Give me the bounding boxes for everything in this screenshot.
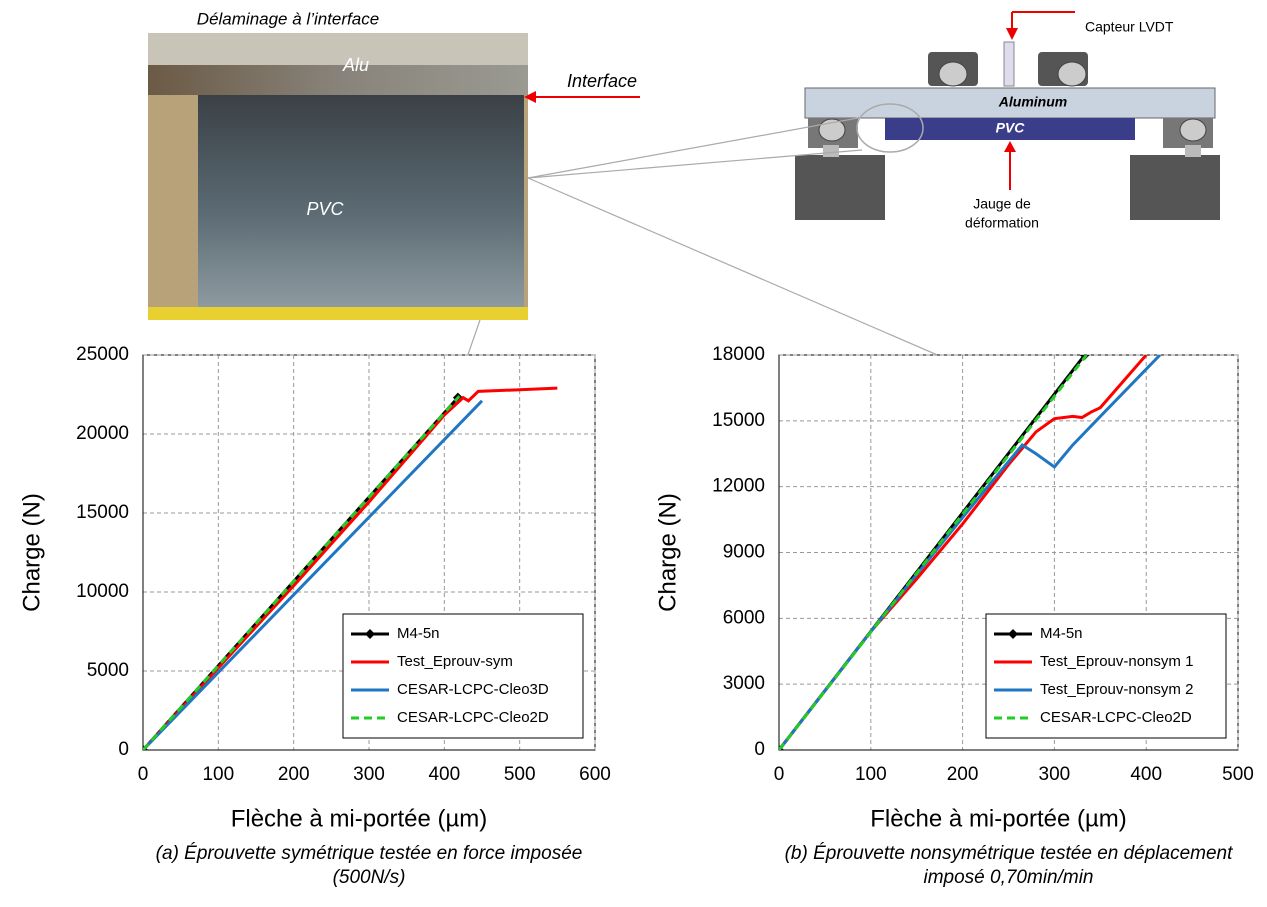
photo-pvc: [198, 95, 524, 307]
x-tick-label: 200: [947, 764, 979, 785]
x-tick-label: 400: [1130, 764, 1162, 785]
connector: [527, 117, 859, 179]
x-tick-label: 200: [278, 764, 310, 785]
x-tick-label: 500: [504, 764, 536, 785]
x-axis-title: Flèche à mi-portée (µm): [231, 805, 488, 832]
x-tick-label: 0: [774, 764, 785, 785]
x-axis-title: Flèche à mi-portée (µm): [870, 805, 1127, 832]
roller: [938, 61, 968, 87]
plot-lines: [779, 355, 1162, 750]
pin: [1185, 145, 1201, 157]
photo-label: Alu: [342, 55, 369, 75]
x-tick-label: 500: [1222, 764, 1254, 785]
y-tick-label: 15000: [76, 502, 129, 523]
arrow-head: [1004, 141, 1016, 152]
diagram-label: Jauge de: [973, 196, 1031, 212]
legend-marker: [1008, 629, 1018, 639]
x-tick-label: 300: [353, 764, 385, 785]
legend-label: M4-5n: [397, 625, 440, 642]
photo-alu: [148, 65, 528, 95]
y-tick-label: 0: [118, 739, 129, 760]
legend-label: CESAR-LCPC-Cleo3D: [397, 681, 549, 698]
series-line: [143, 386, 558, 750]
diagram-label: déformation: [965, 215, 1039, 231]
y-tick-label: 15000: [712, 410, 765, 431]
roller: [1057, 61, 1087, 87]
diagram-label: PVC: [996, 120, 1026, 136]
connector: [527, 149, 863, 179]
photo-bottom: [148, 307, 528, 320]
arrow-head: [524, 91, 536, 103]
photo-label: PVC: [306, 199, 344, 219]
legend-label: CESAR-LCPC-Cleo2D: [1040, 709, 1192, 726]
y-tick-label: 0: [754, 739, 765, 760]
charts: 0 100 200 300 400 500 600050001000015000200002…: [18, 344, 1254, 888]
series-line: [779, 355, 1148, 750]
plot-lines: [143, 386, 558, 750]
lvdt: [1003, 41, 1015, 87]
x-tick-label: 600: [579, 764, 611, 785]
y-tick-label: 25000: [76, 344, 129, 365]
legend-label: Test_Eprouv-nonsym 2: [1040, 681, 1193, 698]
y-tick-label: 18000: [712, 344, 765, 365]
diagram-label: Aluminum: [998, 94, 1067, 110]
x-tick-label: 100: [202, 764, 234, 785]
y-axis-title: Charge (N): [654, 493, 681, 612]
caption-box: (a) Éprouvette symétrique testée en forc…: [155, 843, 583, 888]
legend-label: CESAR-LCPC-Cleo2D: [397, 709, 549, 726]
y-axis-title: Charge (N): [18, 493, 45, 612]
legend-label: M4-5n: [1040, 625, 1083, 642]
beam: [804, 87, 1216, 119]
zoom-circle: [856, 103, 924, 153]
photo-top: [148, 33, 528, 65]
block: [795, 155, 885, 220]
y-tick-label: 12000: [712, 476, 765, 497]
series-line: [779, 355, 1088, 750]
pvc-layer: [885, 118, 1135, 140]
x-tick-label: 100: [855, 764, 887, 785]
legend-label: Test_Eprouv-nonsym 1: [1040, 653, 1193, 670]
series-line: [143, 395, 461, 750]
y-tick-label: 10000: [76, 581, 129, 602]
roller: [1179, 118, 1207, 142]
diagram: Capteur LVDT Aluminum PVC Jauge de défor…: [795, 11, 1220, 231]
x-tick-label: 300: [1039, 764, 1071, 785]
diagram-label: Capteur LVDT: [1085, 19, 1174, 35]
pin: [823, 145, 839, 157]
photo: Délaminage à l’interface Alu Interface P…: [148, 9, 640, 320]
photo-title: Délaminage à l’interface: [197, 9, 379, 28]
legend-label: Test_Eprouv-sym: [397, 653, 513, 670]
y-tick-label: 3000: [723, 673, 765, 694]
caption: (b) Éprouvette nonsymétrique testée en d…: [784, 843, 1233, 888]
series-line: [143, 399, 484, 750]
x-tick-label: 0: [138, 764, 149, 785]
block: [1130, 155, 1220, 220]
photo-label: Interface: [567, 71, 637, 91]
caption-box: (b) Éprouvette nonsymétrique testée en d…: [784, 843, 1233, 888]
arrow-head: [1006, 28, 1018, 40]
x-tick-label: 400: [428, 764, 460, 785]
y-tick-label: 20000: [76, 423, 129, 444]
y-tick-label: 5000: [87, 660, 129, 681]
y-tick-label: 6000: [723, 607, 765, 628]
legend-marker: [365, 629, 375, 639]
y-tick-label: 9000: [723, 542, 765, 563]
caption: (a) Éprouvette symétrique testée en forc…: [155, 843, 583, 888]
